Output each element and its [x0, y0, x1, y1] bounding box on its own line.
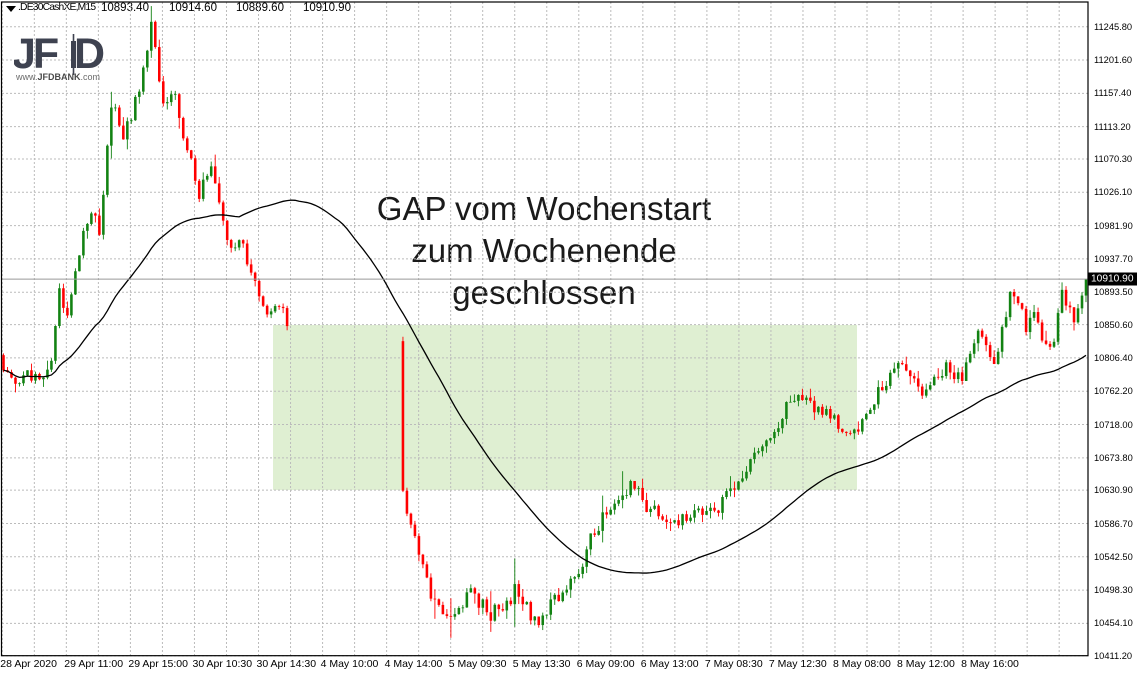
svg-text:D: D [74, 30, 105, 78]
svg-text:www.JFDBANK.com: www.JFDBANK.com [15, 72, 100, 82]
svg-text:JF: JF [14, 30, 58, 78]
